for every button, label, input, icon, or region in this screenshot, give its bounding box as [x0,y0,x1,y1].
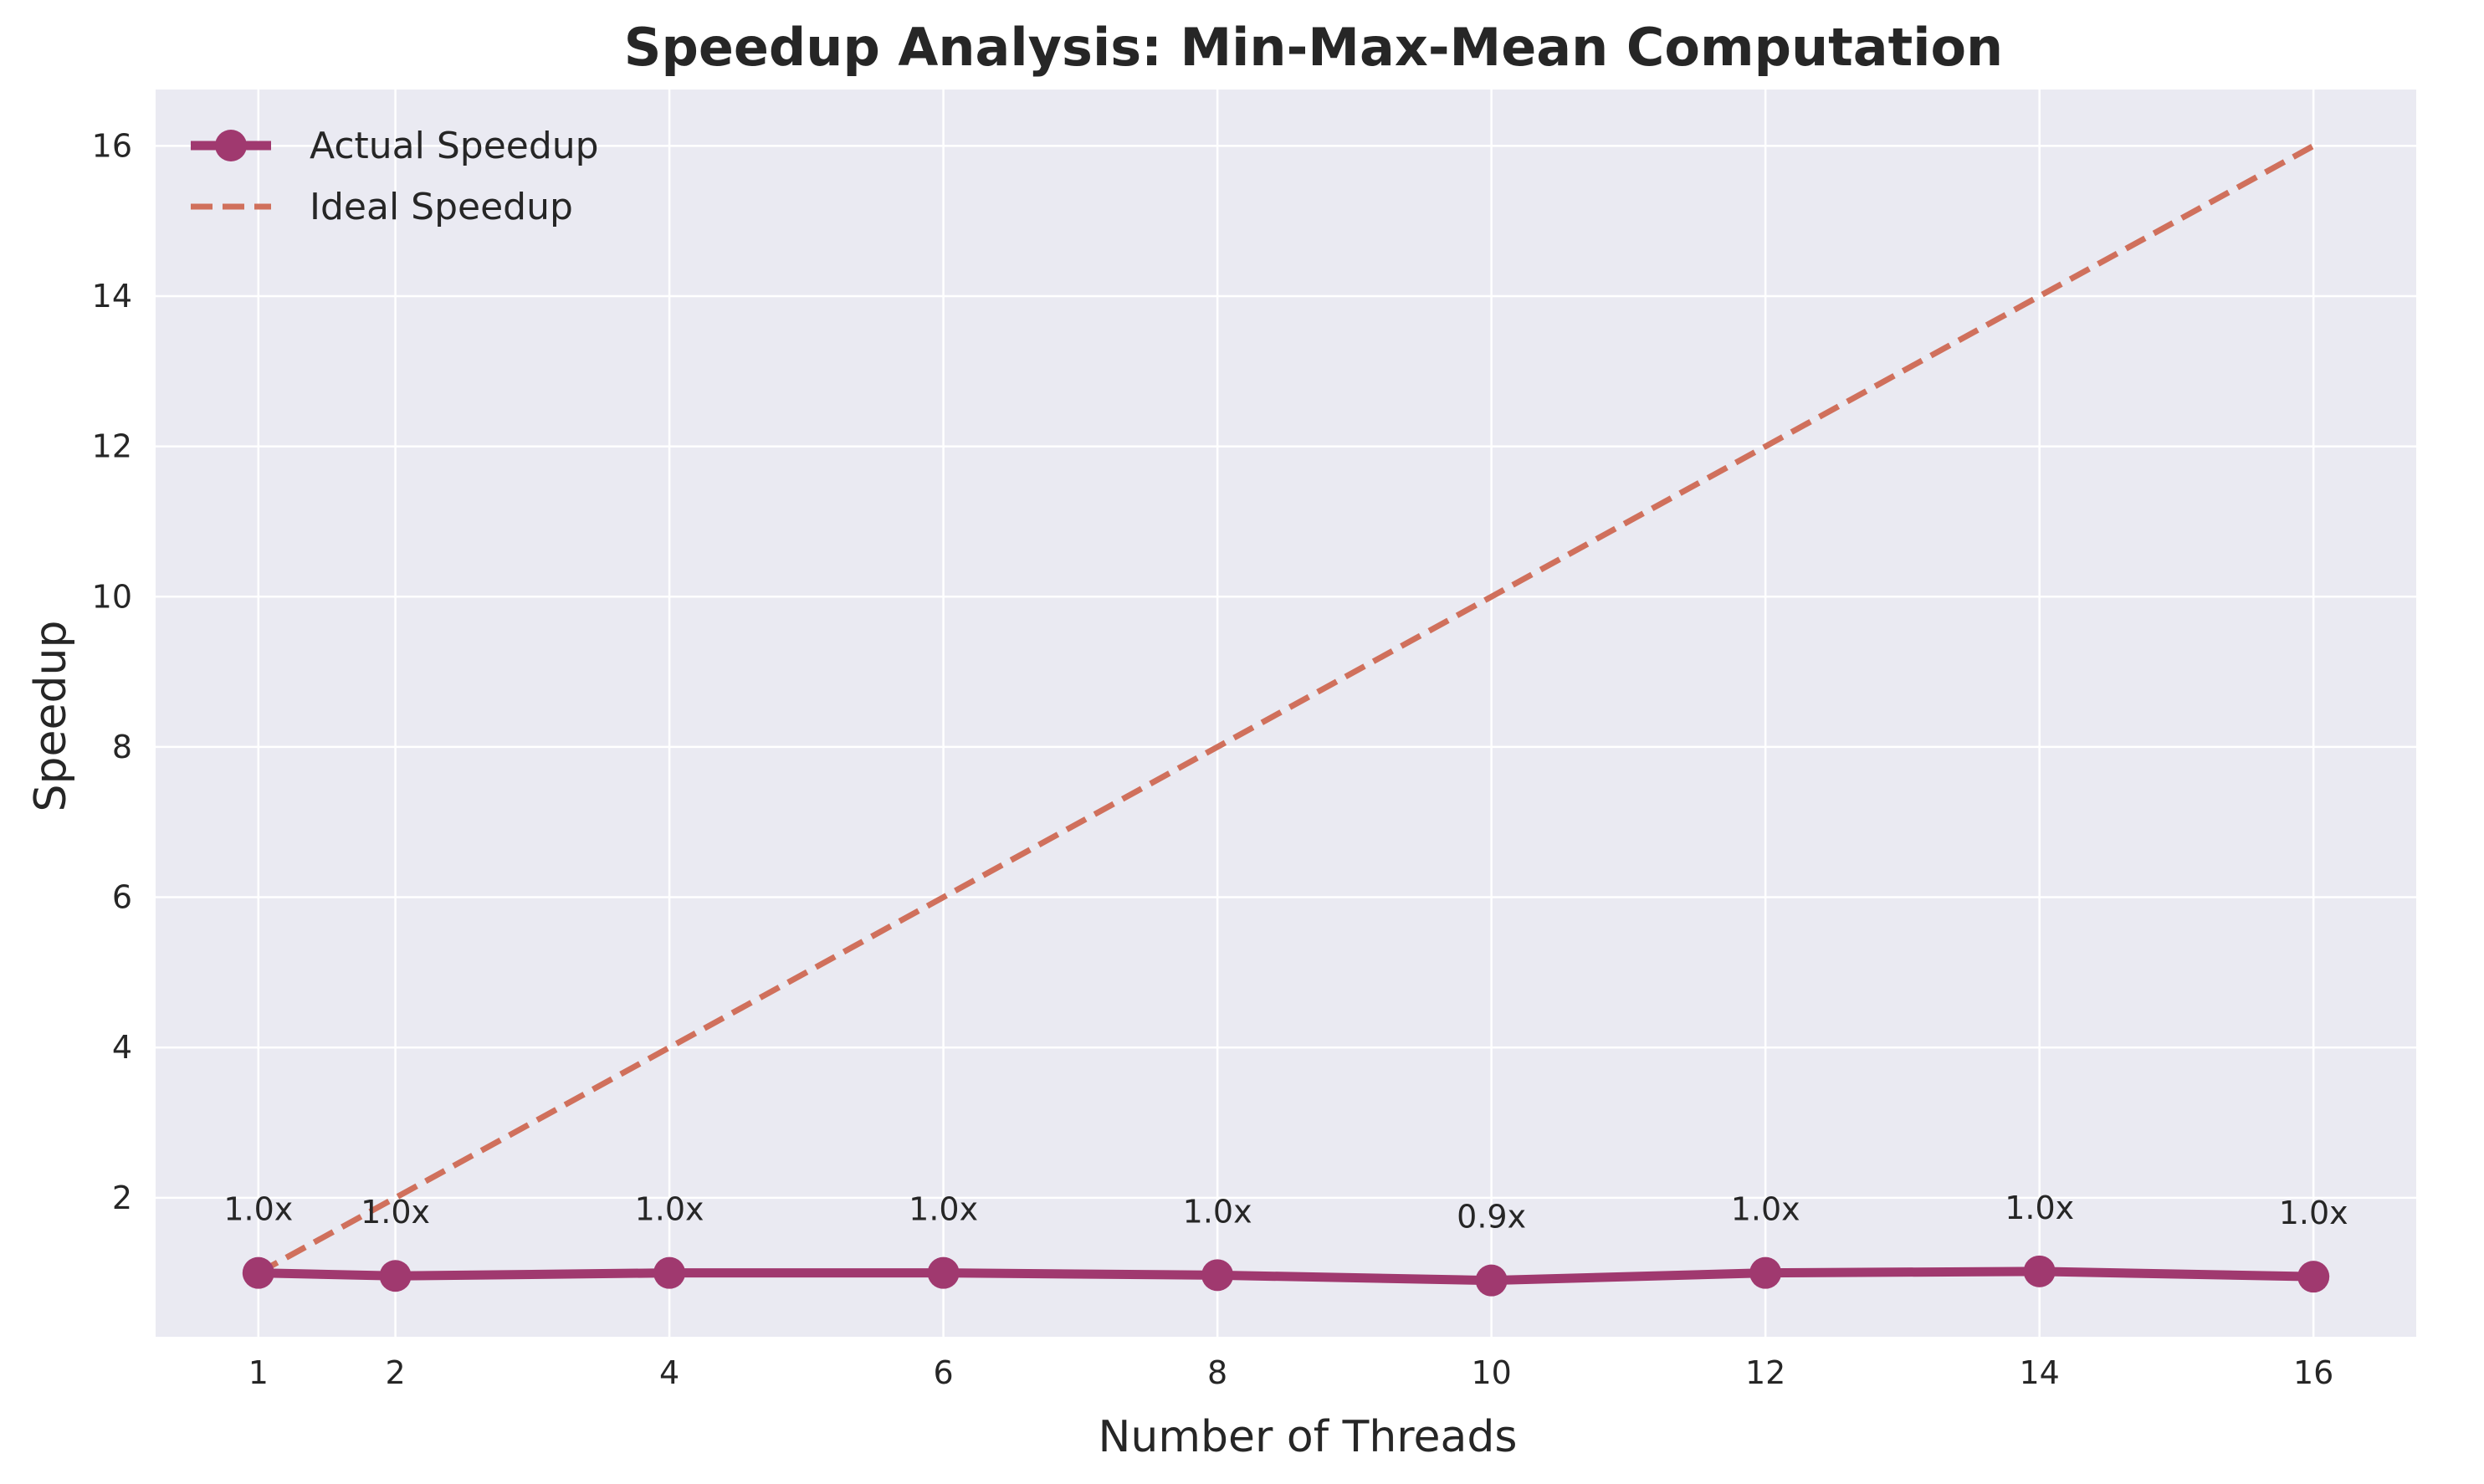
data-label-layer: 1.0x 1.0x 1.0x 1.0x 1.0x 0.9x 1.0x 1.0x 1.0x [223,1190,2348,1236]
legend-label-actual: Actual Speedup [310,125,599,167]
y-tick-label: 4 [112,1029,132,1066]
actual-speedup-point [1201,1259,1234,1292]
y-tick-label: 10 [92,578,132,615]
x-tick-label: 16 [2293,1354,2333,1391]
x-tick-label: 12 [1745,1354,1785,1391]
y-tick-label: 16 [92,127,132,164]
actual-speedup-point [1749,1256,1782,1289]
x-tick-label: 10 [1471,1354,1511,1391]
actual-speedup-point [927,1256,960,1289]
legend-marker-actual [215,130,247,161]
data-label: 1.0x [2005,1190,2074,1226]
data-label: 1.0x [1731,1191,1800,1228]
x-tick-label: 4 [659,1354,679,1391]
ideal-speedup-line [257,143,2315,1276]
y-tick-label: 12 [92,428,132,465]
y-tick-label: 8 [112,729,132,765]
data-label: 1.0x [361,1194,430,1231]
y-tick-label: 6 [112,879,132,916]
data-label: 1.0x [635,1191,704,1228]
data-label: 0.9x [1457,1199,1526,1236]
data-label: 1.0x [1183,1193,1252,1230]
x-tick-label: 14 [2019,1354,2059,1391]
data-label: 1.0x [2279,1195,2348,1231]
chart-title: Speedup Analysis: Min-Max-Mean Computati… [624,17,2003,78]
legend-label-ideal: Ideal Speedup [310,186,573,228]
grid-layer [156,90,2416,1337]
y-axis-label: Speedup [26,621,76,812]
x-axis-label: Number of Threads [1099,1412,1518,1462]
actual-speedup-point [1475,1264,1508,1297]
y-tick-label: 14 [92,278,132,315]
actual-speedup-point [242,1256,274,1289]
x-tick-label: 2 [385,1354,405,1391]
y-tick-label: 2 [112,1180,132,1216]
legend: Actual Speedup Ideal Speedup [191,125,599,228]
series-layer [242,143,2330,1297]
x-tick-label: 8 [1207,1354,1227,1391]
actual-speedup-point [2023,1255,2056,1287]
x-tick-label: 6 [934,1354,954,1391]
data-label: 1.0x [223,1191,293,1228]
x-tick-label: 1 [248,1354,269,1391]
actual-speedup-point [653,1256,686,1289]
actual-speedup-point [379,1260,412,1292]
actual-speedup-point [2297,1261,2330,1293]
data-label: 1.0x [909,1191,978,1228]
